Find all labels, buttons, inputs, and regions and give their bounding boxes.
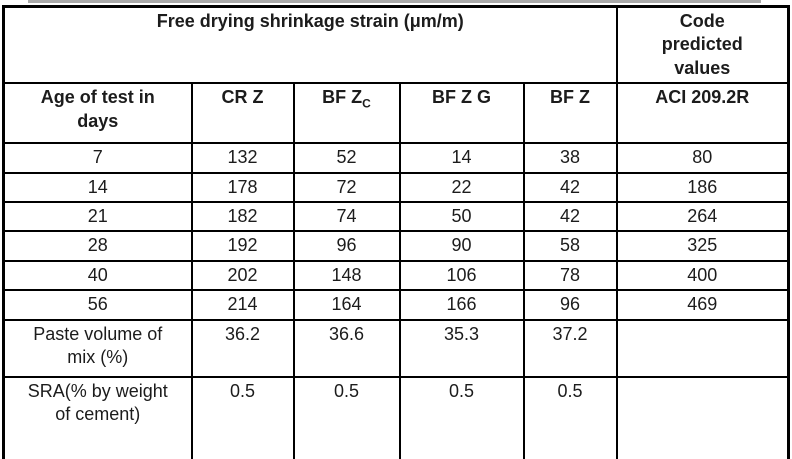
col-header-age-of-test: Age of test in days bbox=[2, 82, 193, 145]
table-row-age-40: 40 202 148 106 78 400 bbox=[2, 259, 790, 292]
value-cell: 469 bbox=[615, 289, 790, 321]
empty-cell bbox=[615, 318, 790, 378]
value-cell: 214 bbox=[190, 289, 295, 321]
table-row-age-56: 56 214 164 166 96 469 bbox=[2, 289, 790, 321]
value-cell: 72 bbox=[292, 171, 401, 203]
code-predicted-values-header: Code predicted values bbox=[615, 5, 790, 85]
table-row-age-28: 28 192 96 90 58 325 bbox=[2, 230, 790, 262]
value-cell: 192 bbox=[190, 230, 295, 262]
table-title: Free drying shrinkage strain (μm/m) bbox=[2, 5, 618, 85]
value-cell: 74 bbox=[292, 200, 401, 233]
value-cell: 96 bbox=[292, 230, 401, 262]
col-header-bf-z-g: BF Z G bbox=[398, 82, 525, 145]
empty-cell bbox=[615, 375, 790, 459]
table-row-age-21: 21 182 74 50 42 264 bbox=[2, 200, 790, 233]
age-cell: 40 bbox=[2, 259, 193, 292]
table-row-age-14: 14 178 72 22 42 186 bbox=[2, 171, 790, 203]
col-header-bf-zc: BF ZC bbox=[292, 82, 401, 145]
value-cell: 166 bbox=[398, 289, 525, 321]
value-cell: 148 bbox=[292, 259, 401, 292]
value-cell: 80 bbox=[615, 142, 790, 174]
title-row: Free drying shrinkage strain (μm/m) Code… bbox=[2, 5, 790, 85]
col-header-aci-209-2r: ACI 209.2R bbox=[615, 82, 790, 145]
value-cell: 186 bbox=[615, 171, 790, 203]
paste-volume-label: Paste volume of mix (%) bbox=[2, 318, 193, 378]
value-cell: 37.2 bbox=[522, 318, 618, 378]
age-cell: 7 bbox=[2, 142, 193, 174]
col-header-bf-zc-label: BF Z bbox=[322, 87, 363, 108]
value-cell: 400 bbox=[615, 259, 790, 292]
value-cell: 0.5 bbox=[190, 375, 295, 459]
col-header-bf-z: BF Z bbox=[522, 82, 618, 145]
value-cell: 90 bbox=[398, 230, 525, 262]
value-cell: 164 bbox=[292, 289, 401, 321]
value-cell: 202 bbox=[190, 259, 295, 292]
value-cell: 52 bbox=[292, 142, 401, 174]
value-cell: 50 bbox=[398, 200, 525, 233]
value-cell: 178 bbox=[190, 171, 295, 203]
shrinkage-strain-table: Free drying shrinkage strain (μm/m) Code… bbox=[2, 5, 791, 459]
value-cell: 0.5 bbox=[292, 375, 401, 459]
age-cell: 14 bbox=[2, 171, 193, 203]
value-cell: 182 bbox=[190, 200, 295, 233]
age-cell: 28 bbox=[2, 230, 193, 262]
scan-artifact-line bbox=[28, 0, 761, 3]
value-cell: 58 bbox=[522, 230, 618, 262]
value-cell: 42 bbox=[522, 200, 618, 233]
value-cell: 38 bbox=[522, 142, 618, 174]
value-cell: 22 bbox=[398, 171, 525, 203]
age-cell: 21 bbox=[2, 200, 193, 233]
value-cell: 0.5 bbox=[398, 375, 525, 459]
col-header-bf-zc-subscript: C bbox=[362, 96, 371, 111]
value-cell: 325 bbox=[615, 230, 790, 262]
col-header-cr-z: CR Z bbox=[190, 82, 295, 145]
value-cell: 36.2 bbox=[190, 318, 295, 378]
value-cell: 36.6 bbox=[292, 318, 401, 378]
table-row-sra: SRA(% by weight of cement) 0.5 0.5 0.5 0… bbox=[2, 375, 790, 459]
value-cell: 14 bbox=[398, 142, 525, 174]
value-cell: 35.3 bbox=[398, 318, 525, 378]
value-cell: 106 bbox=[398, 259, 525, 292]
column-header-row: Age of test in days CR Z BF ZC BF Z G BF… bbox=[2, 82, 790, 145]
table-row-paste-volume: Paste volume of mix (%) 36.2 36.6 35.3 3… bbox=[2, 318, 790, 378]
value-cell: 264 bbox=[615, 200, 790, 233]
age-cell: 56 bbox=[2, 289, 193, 321]
value-cell: 132 bbox=[190, 142, 295, 174]
value-cell: 78 bbox=[522, 259, 618, 292]
table-row-age-7: 7 132 52 14 38 80 bbox=[2, 142, 790, 174]
value-cell: 42 bbox=[522, 171, 618, 203]
sra-label: SRA(% by weight of cement) bbox=[2, 375, 193, 459]
value-cell: 0.5 bbox=[522, 375, 618, 459]
value-cell: 96 bbox=[522, 289, 618, 321]
